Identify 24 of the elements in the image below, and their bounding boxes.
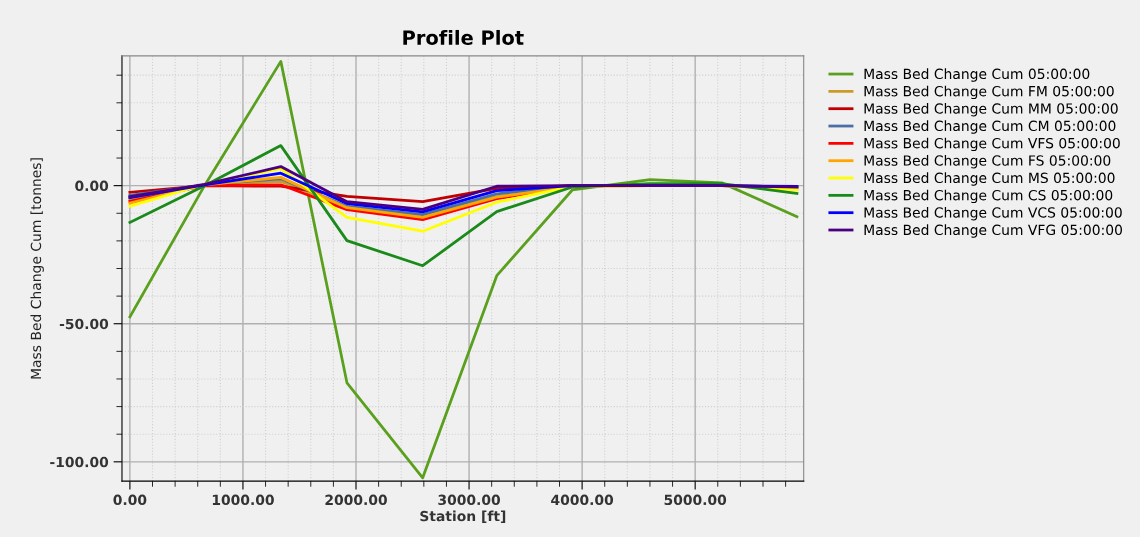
line-series	[128, 165, 799, 211]
y-axis-title: Mass Bed Change Cum [tonnes]	[30, 158, 44, 379]
x-tick-label: 3000.00	[438, 494, 501, 506]
x-tick-label: 0.00	[113, 494, 147, 506]
x-tick-label: 4000.00	[551, 494, 614, 506]
legend-label: Mass Bed Change Cum CM 05:00:00	[864, 120, 1116, 134]
line-series	[128, 59, 799, 480]
x-tick-label: 1000.00	[212, 494, 274, 506]
chart-title: Profile Plot	[403, 29, 524, 46]
x-tick-label: 2000.00	[325, 494, 387, 506]
legend-label: Mass Bed Change Cum MM 05:00:00	[864, 103, 1118, 117]
legend-label: Mass Bed Change Cum MS 05:00:00	[864, 172, 1115, 186]
x-tick-label: 5000.00	[664, 494, 727, 506]
legend-label: Mass Bed Change Cum FS 05:00:00	[864, 155, 1111, 169]
legend-label: Mass Bed Change Cum VFG 05:00:00	[864, 224, 1123, 238]
legend-label: Mass Bed Change Cum 05:00:00	[864, 68, 1090, 82]
y-tick-label: -100.00	[50, 456, 109, 468]
y-tick-label: 0.00	[75, 180, 109, 192]
x-axis-title: Station [ft]	[420, 510, 506, 523]
legend-label: Mass Bed Change Cum VFS 05:00:00	[864, 137, 1120, 152]
legend-label: Mass Bed Change Cum FM 05:00:00	[864, 85, 1114, 100]
legend-label: Mass Bed Change Cum CS 05:00:00	[864, 189, 1113, 204]
legend-label: Mass Bed Change Cum VCS 05:00:00	[864, 206, 1122, 221]
y-tick-label: -50.00	[59, 318, 109, 330]
